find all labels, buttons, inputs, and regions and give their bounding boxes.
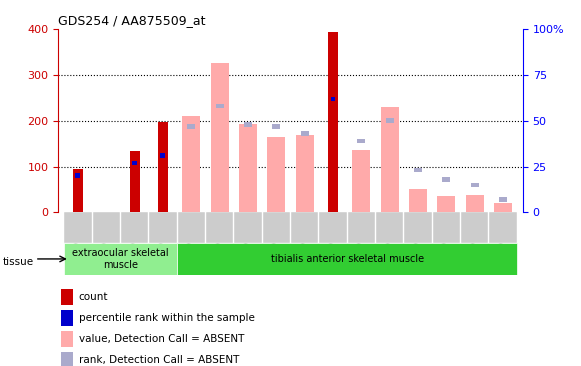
Text: value, Detection Call = ABSENT: value, Detection Call = ABSENT — [79, 334, 244, 344]
Bar — [149, 212, 177, 243]
Bar — [328, 33, 338, 212]
Bar — [386, 119, 394, 123]
Bar — [348, 212, 375, 243]
Bar — [158, 122, 168, 212]
Text: tibialis anterior skeletal muscle: tibialis anterior skeletal muscle — [271, 254, 424, 264]
Text: extraocular skeletal
muscle: extraocular skeletal muscle — [72, 248, 168, 270]
Bar — [404, 212, 432, 243]
Bar — [331, 97, 335, 101]
Bar — [60, 310, 73, 326]
Bar — [409, 190, 427, 212]
Bar — [130, 150, 139, 212]
Bar — [461, 212, 488, 243]
Bar — [64, 243, 177, 274]
Bar — [93, 212, 120, 243]
Bar — [60, 289, 73, 305]
Bar — [301, 131, 309, 136]
Text: percentile rank within the sample: percentile rank within the sample — [79, 313, 254, 323]
Bar — [216, 104, 224, 108]
Bar — [437, 196, 456, 212]
Bar — [291, 212, 318, 243]
Bar — [381, 107, 399, 212]
Bar — [471, 183, 479, 187]
Bar — [73, 169, 83, 212]
Bar — [376, 212, 403, 243]
Bar — [353, 150, 370, 212]
Bar — [499, 197, 507, 202]
Bar — [132, 161, 137, 165]
Bar — [76, 173, 80, 178]
Bar — [442, 177, 450, 182]
Bar — [357, 139, 365, 143]
Bar — [177, 243, 517, 274]
Text: tissue: tissue — [3, 257, 34, 267]
Bar — [466, 195, 483, 212]
Text: count: count — [79, 292, 108, 302]
Bar — [414, 168, 422, 172]
Text: rank, Detection Call = ABSENT: rank, Detection Call = ABSENT — [79, 355, 239, 365]
Bar — [234, 212, 261, 243]
Bar — [263, 212, 290, 243]
Bar — [121, 212, 148, 243]
Bar — [272, 124, 280, 128]
Bar — [267, 137, 285, 212]
Bar — [489, 212, 517, 243]
Bar — [64, 212, 92, 243]
Bar — [60, 352, 73, 366]
Bar — [239, 124, 257, 212]
Bar — [433, 212, 460, 243]
Bar — [206, 212, 233, 243]
Bar — [182, 116, 200, 212]
Bar — [187, 124, 195, 128]
Bar — [60, 331, 73, 347]
Bar — [494, 203, 512, 212]
Bar — [296, 135, 314, 212]
Bar — [160, 153, 166, 158]
Bar — [320, 212, 347, 243]
Bar — [178, 212, 205, 243]
Bar — [211, 63, 228, 212]
Text: GDS254 / AA875509_at: GDS254 / AA875509_at — [58, 14, 206, 27]
Bar — [244, 122, 252, 127]
